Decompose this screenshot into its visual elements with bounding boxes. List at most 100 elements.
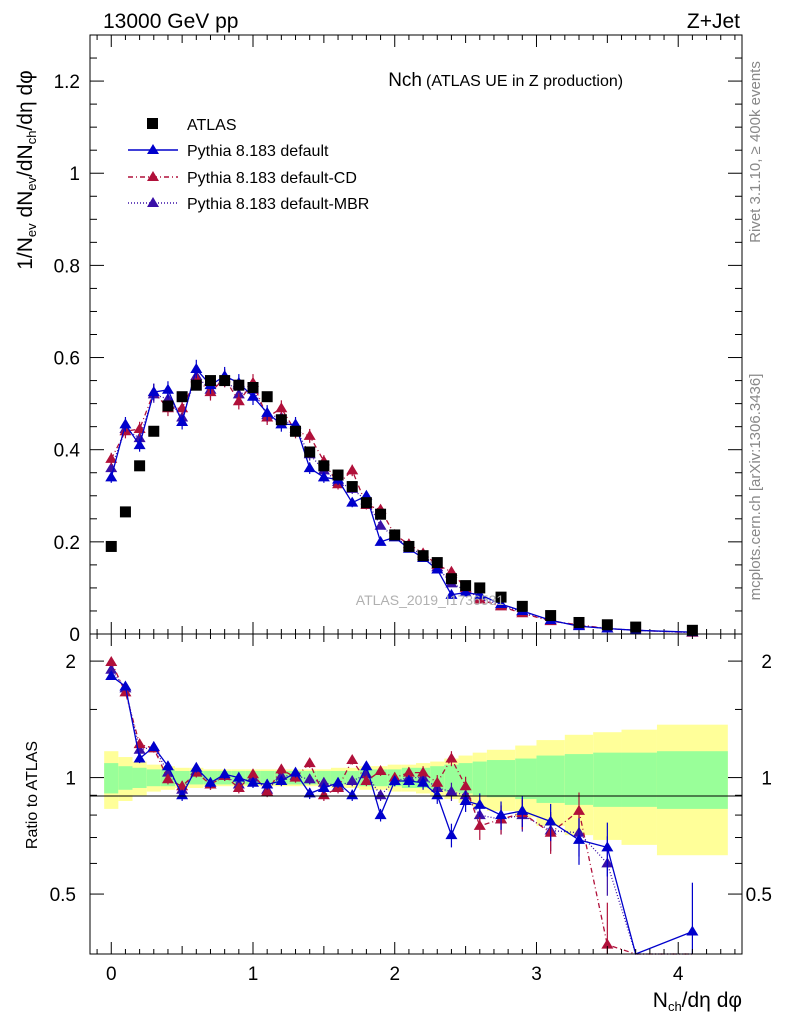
mcplots-label: mcplots.cern.ch [arXiv:1306.3436] — [747, 374, 764, 601]
data-point-atlas — [304, 446, 316, 458]
ratio-point-mbr — [161, 766, 174, 777]
data-point-atlas — [247, 381, 259, 393]
data-point-atlas — [360, 497, 372, 509]
legend-marker-cd — [147, 171, 159, 181]
data-point-atlas — [275, 414, 287, 426]
rivet-version-label: Rivet 3.1.10, ≥ 400k events — [747, 61, 764, 243]
ratio-stat-uncertainty-band — [444, 764, 459, 792]
ratio-y-tick-label-left: 1 — [65, 769, 76, 790]
x-tick-label: 2 — [389, 964, 400, 985]
ratio-point-cd — [431, 776, 444, 787]
data-point-default — [431, 563, 444, 574]
data-point-default — [190, 363, 203, 374]
data-point-atlas — [375, 508, 387, 520]
ratio-stat-uncertainty-band — [515, 758, 537, 800]
ratio-point-mbr — [317, 776, 330, 787]
data-point-atlas — [176, 391, 188, 403]
ratio-line-mbr — [110, 669, 693, 955]
ratio-frame — [89, 633, 743, 955]
x-tick-label: 4 — [673, 964, 684, 985]
ratio-uncertainty-bands — [104, 724, 728, 856]
ratio-line-cd — [110, 661, 693, 955]
ratio-point-default — [176, 789, 189, 800]
ratio-point-mbr — [346, 774, 359, 785]
plot-title: Nch — [388, 70, 422, 91]
data-point-mbr — [105, 462, 118, 473]
ratio-point-default — [161, 760, 174, 771]
ratio-y-tick-label-right: 1 — [761, 769, 772, 790]
ratio-point-default — [402, 774, 415, 785]
data-point-atlas — [190, 379, 202, 391]
ratio-stat-uncertainty-band — [536, 755, 565, 803]
legend-label-atlas: ATLAS — [187, 117, 237, 134]
data-point-default — [161, 383, 174, 394]
ratio-point-cd — [417, 766, 430, 777]
series-line-mbr — [110, 374, 693, 634]
ratio-point-mbr — [133, 743, 146, 754]
data-point-default — [303, 462, 316, 473]
ratio-point-default — [544, 815, 557, 826]
main-axis-ticks: 0 0.2 0.4 0.6 0.8 1 1.2 — [54, 35, 742, 646]
ratio-point-default — [516, 804, 529, 815]
ratio-point-cd — [105, 655, 118, 666]
data-point-atlas — [134, 460, 146, 472]
data-point-atlas — [119, 506, 131, 518]
main-y-tick-label: 0.6 — [54, 349, 80, 370]
data-point-atlas — [219, 375, 231, 387]
ratio-point-default — [601, 841, 614, 852]
ratio-stat-uncertainty-band — [621, 752, 657, 807]
data-point-default — [176, 416, 189, 427]
data-point-cd — [275, 402, 288, 413]
ratio-point-mbr — [374, 789, 387, 800]
legend-label-cd: Pythia 8.183 default-CD — [187, 170, 357, 187]
ratio-stat-uncertainty-band — [656, 751, 728, 809]
ratio-point-cd — [261, 785, 274, 796]
process-label: Z+Jet — [687, 10, 740, 33]
data-point-cd — [303, 429, 316, 440]
ratio-point-default — [303, 787, 316, 798]
plot-subtitle: (ATLAS UE in Z production) — [426, 73, 623, 90]
ratio-point-default — [261, 778, 274, 789]
ratio-panel: 0 1 2 3 4 0.5 0.5 1 1 2 2 Ratio to ATLAS Nch/dη dφ — [24, 633, 772, 1014]
data-point-default — [374, 535, 387, 546]
data-point-default — [147, 386, 160, 397]
ratio-stat-uncertainty-band — [593, 752, 622, 807]
legend-marker-atlas — [147, 118, 158, 129]
ratio-point-cd — [601, 938, 614, 949]
ratio-point-default — [218, 768, 231, 779]
main-data-marks — [105, 359, 699, 637]
ratio-point-default — [332, 776, 345, 787]
ratio-point-default — [346, 789, 359, 800]
ratio-point-default — [204, 776, 217, 787]
data-point-atlas — [516, 600, 528, 612]
ratio-point-mbr — [303, 773, 316, 784]
ratio-point-default — [119, 680, 132, 691]
data-point-default — [473, 588, 486, 599]
ratio-point-cd — [275, 763, 288, 774]
data-point-atlas — [204, 375, 216, 387]
data-point-atlas — [686, 624, 698, 636]
ratio-point-default — [147, 740, 160, 751]
data-point-atlas — [630, 621, 642, 633]
main-y-tick-label: 0.4 — [54, 441, 81, 462]
legend: ATLAS Pythia 8.183 default Pythia 8.183 … — [128, 117, 369, 213]
legend-label-mbr: Pythia 8.183 default-MBR — [187, 196, 369, 213]
ratio-point-default — [133, 752, 146, 763]
ratio-stat-uncertainty-band — [486, 760, 516, 798]
ratio-line-default — [110, 675, 693, 955]
main-y-axis-label: 1/Nev dNev/dNch/dη dφ — [14, 70, 39, 270]
data-point-atlas — [545, 610, 557, 622]
data-point-cd — [232, 395, 245, 406]
ratio-point-default — [573, 833, 585, 844]
ratio-point-default — [431, 789, 444, 800]
data-point-default — [261, 406, 274, 417]
ratio-point-cd — [317, 789, 330, 800]
legend-marker-default — [147, 144, 159, 154]
data-point-atlas — [601, 619, 613, 631]
ratio-y-axis-label: Ratio to ATLAS — [24, 741, 41, 849]
ratio-stat-uncertainty-band — [104, 763, 119, 794]
ratio-y-tick-label-left: 0.5 — [50, 885, 76, 906]
data-point-atlas — [495, 591, 507, 603]
data-point-atlas — [332, 469, 344, 481]
